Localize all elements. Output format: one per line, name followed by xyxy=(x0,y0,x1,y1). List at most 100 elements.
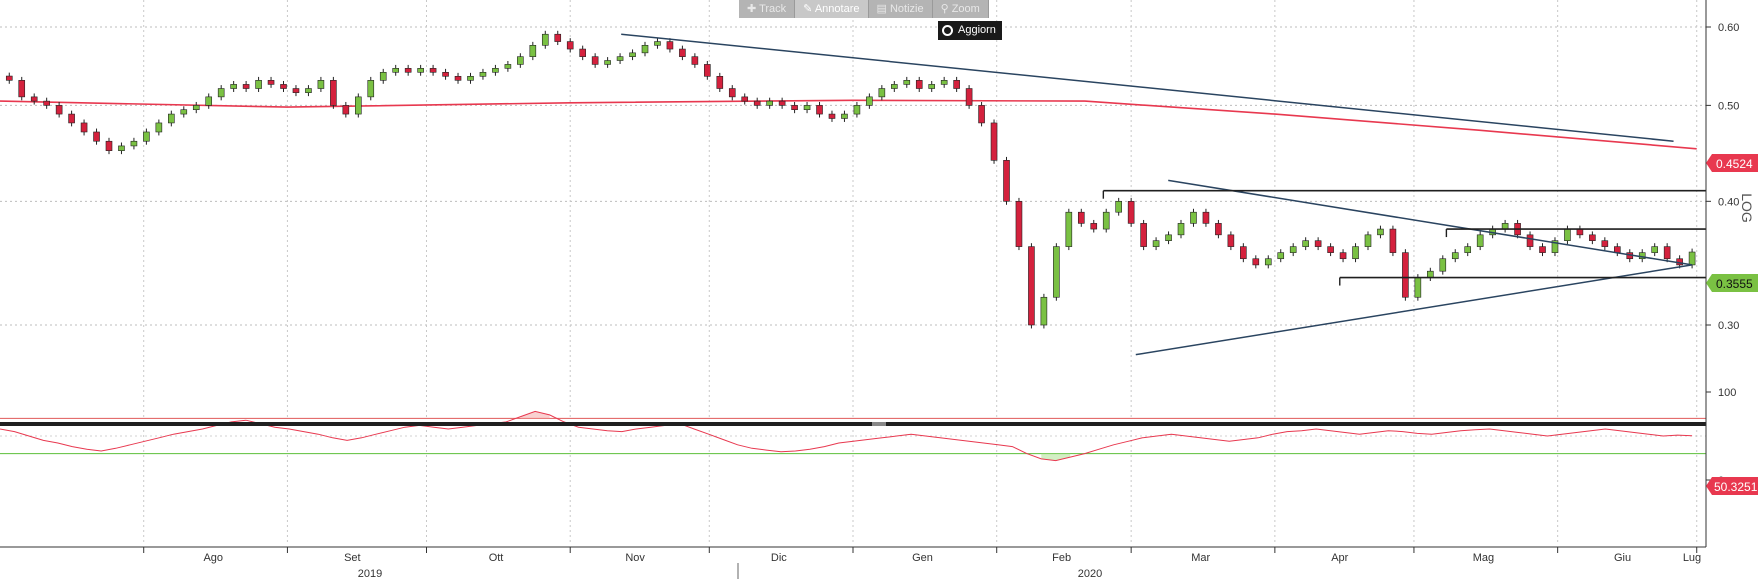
month-label: Feb xyxy=(1052,552,1071,564)
update-button[interactable]: Aggiorn xyxy=(938,21,1002,40)
candle xyxy=(1003,156,1010,205)
candle-up xyxy=(217,88,225,98)
candle xyxy=(753,97,761,109)
candle-up xyxy=(517,56,524,65)
candle xyxy=(766,97,773,109)
candle xyxy=(778,97,786,109)
candle xyxy=(1015,197,1023,251)
month-label: Apr xyxy=(1331,552,1348,564)
oscillator-layer xyxy=(0,410,1706,462)
candle-up xyxy=(629,52,636,57)
month-label: Lug xyxy=(1683,552,1701,564)
candle-up xyxy=(1277,252,1285,260)
candle-up xyxy=(1476,234,1484,247)
candle xyxy=(267,76,275,88)
candle-up xyxy=(903,80,911,85)
candle xyxy=(529,41,537,61)
candle-down xyxy=(990,122,998,161)
candle-down xyxy=(1140,223,1147,247)
candle xyxy=(816,101,823,118)
candle-up xyxy=(379,71,387,81)
candle-up xyxy=(155,122,163,133)
candle-down xyxy=(43,100,50,106)
candle xyxy=(1165,231,1172,245)
month-label: Ago xyxy=(203,552,223,564)
candle xyxy=(691,53,699,68)
candle-down xyxy=(1576,228,1584,236)
candle-up xyxy=(1177,223,1185,236)
panel-resize-handle[interactable] xyxy=(872,422,886,426)
candle-down xyxy=(753,100,761,106)
zoom-button[interactable]: ⚲ Zoom xyxy=(933,0,989,18)
year-label: 2019 xyxy=(358,568,382,579)
candle-up xyxy=(1377,228,1384,236)
x-axis: Ago Set Ott Nov Dic Gen Feb Mar Apr Mag Giu Lug 2019… xyxy=(143,547,1701,579)
track-button[interactable]: ✚ Track xyxy=(739,0,796,18)
candle-up xyxy=(1439,258,1447,272)
candle-down xyxy=(579,48,586,57)
annotate-button[interactable]: ✎ Annotare xyxy=(795,0,869,18)
candle-down xyxy=(454,75,462,81)
moving-average-tag: 0.4524 xyxy=(1706,154,1758,172)
candle xyxy=(1028,243,1035,329)
candle-down xyxy=(716,75,724,89)
candle xyxy=(1115,197,1122,216)
year-label: 2020 xyxy=(1078,568,1102,579)
candle xyxy=(579,45,586,61)
candle xyxy=(1663,243,1671,263)
candle-down xyxy=(666,41,674,50)
candle xyxy=(467,72,474,84)
candle xyxy=(641,41,649,57)
candle xyxy=(878,85,886,101)
candle-down xyxy=(591,56,599,65)
candle xyxy=(155,119,163,136)
candle xyxy=(666,38,674,53)
candle xyxy=(454,72,462,84)
candle xyxy=(1589,231,1596,245)
candle-up xyxy=(853,105,861,115)
candle xyxy=(1364,231,1372,251)
candle-down xyxy=(828,113,836,119)
candle-up xyxy=(230,84,237,89)
candle-down xyxy=(1077,211,1085,224)
candle xyxy=(1601,237,1609,251)
candle xyxy=(442,68,449,80)
candle xyxy=(1439,255,1447,275)
candle-up xyxy=(1551,240,1559,253)
candle-up xyxy=(504,64,512,69)
candle-down xyxy=(242,84,250,89)
candle-up xyxy=(654,41,661,46)
candle xyxy=(1102,208,1110,233)
candle xyxy=(1352,243,1359,263)
candle xyxy=(616,53,624,64)
candle-down xyxy=(816,105,823,115)
candle xyxy=(230,80,237,92)
month-label: Dic xyxy=(771,552,787,564)
log-scale-label: LOG xyxy=(1739,193,1755,223)
candle xyxy=(1476,231,1484,251)
news-button[interactable]: ▤ Notizie xyxy=(869,0,933,18)
candle-down xyxy=(1028,246,1035,326)
month-label: Mar xyxy=(1191,552,1210,564)
candle xyxy=(1152,237,1160,251)
candle-down xyxy=(93,131,100,142)
candle-down xyxy=(704,64,711,77)
candle xyxy=(392,64,399,76)
candle-up xyxy=(1427,270,1434,278)
candle xyxy=(1551,237,1559,257)
candle-down xyxy=(691,56,699,65)
candle xyxy=(903,76,911,88)
candle-up xyxy=(1065,211,1073,247)
candle xyxy=(866,93,873,109)
month-label: Ott xyxy=(489,552,504,564)
candle xyxy=(1127,197,1135,227)
candle-up xyxy=(1264,258,1272,266)
candle-up xyxy=(1651,246,1658,253)
candle xyxy=(1289,243,1297,257)
candle xyxy=(1277,249,1285,263)
candle-down xyxy=(280,84,287,89)
candle-down xyxy=(404,68,412,73)
candle-up xyxy=(1152,240,1160,247)
candle-down xyxy=(267,80,275,85)
candle xyxy=(1651,243,1658,257)
